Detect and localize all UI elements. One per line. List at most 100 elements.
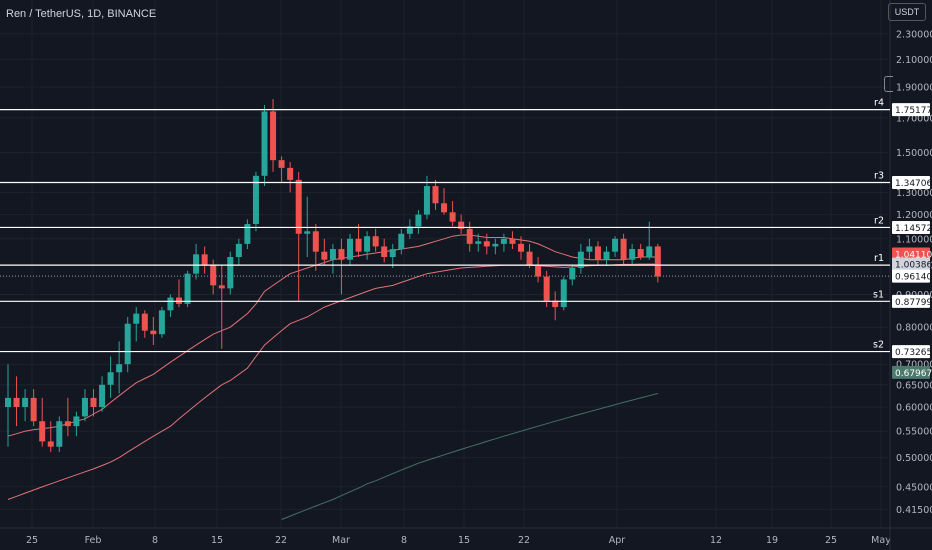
candle-body (184, 273, 191, 304)
candle-body (235, 243, 242, 258)
candle-body (141, 313, 148, 331)
x-tick-label: 19 (766, 535, 778, 546)
x-tick-label: 22 (518, 535, 530, 546)
candle-body (176, 297, 182, 304)
x-tick-label: 25 (825, 535, 837, 546)
candle-body (347, 238, 353, 260)
level-price-text: 0.87799 (895, 298, 932, 308)
level-name-r2: r2 (874, 215, 884, 226)
x-tick-label: Feb (85, 535, 102, 546)
x-tick-label: May (871, 535, 891, 546)
candle-body (64, 421, 71, 427)
candle-body (654, 246, 661, 277)
price-tag-text: 0.96140 (895, 273, 932, 283)
x-tick-label: 8 (152, 535, 158, 546)
price-tag-ma-slow (892, 365, 930, 379)
candle-body (13, 397, 20, 408)
candle-body (158, 310, 165, 335)
currency-label[interactable]: USDT (888, 3, 926, 21)
x-tick-label: 22 (275, 535, 287, 546)
price-tag-text: 0.67967 (895, 369, 932, 379)
candle-body (372, 236, 379, 247)
y-tick-label: 0.80000 (896, 323, 932, 334)
candle-body (355, 238, 362, 252)
candle-body (415, 214, 422, 227)
y-tick-label: 1.50000 (896, 148, 932, 159)
y-tick-label: 0.60000 (896, 403, 932, 414)
candle-body (210, 265, 217, 286)
candle-body (543, 276, 550, 301)
y-tick-label: 0.45000 (896, 482, 932, 493)
candle-body (389, 249, 396, 258)
y-tick-label: 1.10000 (896, 234, 932, 245)
candle-body (295, 179, 302, 234)
candle-body (150, 330, 157, 335)
candle-body (124, 323, 131, 365)
candle-body (107, 372, 114, 385)
candle-body (338, 249, 345, 260)
candle-body (270, 111, 277, 161)
y-tick-label: 2.10000 (896, 55, 932, 66)
price-tag-text: 1.04110 (895, 251, 932, 261)
candle-body (167, 297, 174, 311)
candle-body (321, 251, 328, 260)
level-price-tag (892, 345, 930, 359)
candle-body (423, 186, 430, 215)
candle-body (475, 241, 482, 244)
price-tag-dotted-line (892, 269, 930, 283)
candle-body (586, 246, 593, 252)
candle-body (56, 421, 63, 447)
y-tick-label: 0.55000 (896, 427, 932, 438)
candle-body (304, 231, 311, 234)
candle-body (133, 313, 140, 324)
y-tick-label: 0.41500 (896, 505, 932, 516)
candle-body (312, 231, 319, 252)
candle-body (329, 249, 336, 260)
x-tick-label: Apr (609, 535, 626, 546)
x-tick-label: 15 (211, 535, 223, 546)
candle-body (637, 249, 644, 258)
candle-body (509, 238, 516, 244)
compare-toggle[interactable] (884, 76, 893, 92)
candle-body (577, 251, 584, 269)
candle-body (612, 238, 619, 252)
candle-body (594, 246, 601, 260)
candle-body (620, 238, 627, 260)
candle-body (441, 203, 448, 213)
level-price-text: 1.75177 (895, 106, 932, 116)
y-tick-label: 2.30000 (896, 30, 932, 41)
candle-body (22, 397, 29, 408)
y-tick-label: 1.90000 (896, 83, 932, 94)
x-tick-label: Mar (332, 535, 350, 546)
candle-body (99, 384, 106, 408)
candle-body (398, 233, 405, 250)
y-tick-label: 1.20000 (896, 210, 932, 221)
candle-body (381, 246, 388, 258)
candle-body (526, 251, 533, 266)
candle-body (252, 175, 259, 225)
price-tag-reference (892, 257, 930, 271)
candle-body (278, 160, 285, 168)
y-tick-label: 0.65000 (896, 380, 932, 391)
y-tick-label: 0.70000 (896, 360, 932, 371)
candle-body (406, 226, 413, 234)
candle-body (193, 254, 200, 274)
level-name-r3: r3 (874, 171, 884, 182)
x-tick-label: 12 (710, 535, 722, 546)
candle-body (218, 285, 225, 289)
y-tick-label: 1.70000 (896, 113, 932, 124)
candle-body (646, 246, 653, 258)
candle-body (466, 228, 473, 244)
candle-body (201, 254, 208, 266)
candle-body (116, 364, 123, 373)
candle-body (73, 416, 80, 427)
candle-body (47, 441, 54, 447)
candle-body (483, 241, 490, 247)
candle-body (364, 236, 371, 252)
candle-body (629, 249, 636, 260)
ma-mid-line (7, 263, 658, 500)
level-price-tag (892, 176, 930, 190)
